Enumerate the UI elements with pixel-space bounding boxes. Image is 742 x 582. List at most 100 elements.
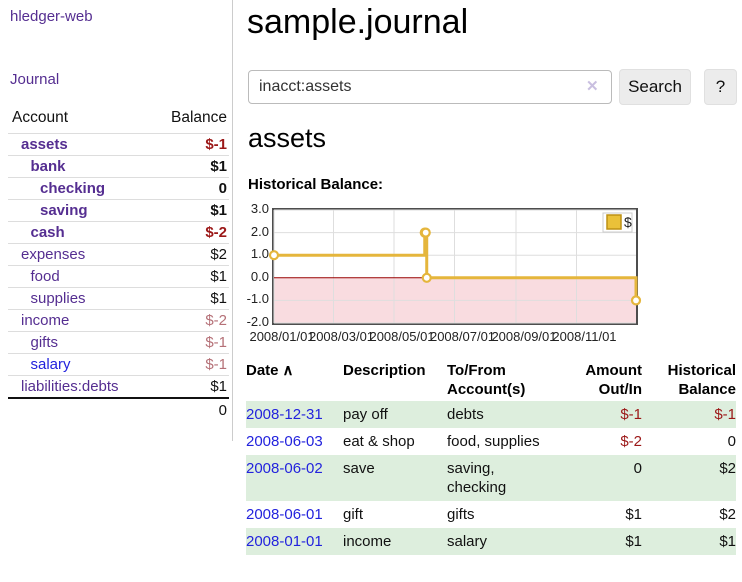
transaction-accounts: gifts <box>447 506 475 523</box>
account-balance: $1 <box>152 265 229 288</box>
account-row: salary $-1 <box>8 353 229 376</box>
amount-column-header: Amount Out/In <box>585 362 642 398</box>
transaction-accounts: food, supplies <box>447 433 540 450</box>
account-row: supplies $1 <box>8 287 229 310</box>
account-row: checking 0 <box>8 177 229 200</box>
account-row: assets $-1 <box>8 133 229 156</box>
register-table-body: 2008-12-31 pay off debts $-1 $-1 2008-06-03 ea… <box>246 401 736 555</box>
sort-ascending-icon: ∧ <box>282 362 294 379</box>
description-column-header: Description <box>343 362 426 379</box>
account-link[interactable]: checking <box>40 180 106 197</box>
transaction-balance: $-1 <box>642 401 736 428</box>
account-balance: $2 <box>152 243 229 266</box>
account-link[interactable]: income <box>21 312 70 329</box>
search-input[interactable] <box>248 70 612 104</box>
account-balance: $1 <box>152 287 229 310</box>
account-column-header: Account <box>8 106 153 134</box>
account-link[interactable]: cash <box>30 224 65 241</box>
register-header-row: Date ∧ Description To/From Account(s) Amo… <box>246 359 736 401</box>
account-link[interactable]: expenses <box>21 246 86 263</box>
account-balance: $1 <box>152 375 229 399</box>
main-content: sample.journal ✕ Search ? assets Histori… <box>233 0 742 582</box>
sidebar-item-journal[interactable]: Journal <box>10 71 60 88</box>
account-balance: $-2 <box>152 221 229 244</box>
page-title: sample.journal <box>247 3 469 41</box>
transaction-row: 2008-12-31 pay off debts $-1 $-1 <box>246 401 736 428</box>
y-axis-tick-label: -1.0 <box>246 291 269 307</box>
account-balance: $-1 <box>152 353 229 376</box>
transaction-accounts: salary <box>447 528 560 555</box>
transaction-amount: 0 <box>560 455 642 501</box>
transaction-description: gift <box>343 506 364 523</box>
y-axis-tick-label: 3.0 <box>250 201 269 216</box>
transaction-date-link[interactable]: 2008-12-31 <box>246 406 323 423</box>
transaction-date-link[interactable]: 2008-01-01 <box>246 533 323 550</box>
accounts-total-row: 0 <box>8 397 229 422</box>
transaction-description: eat & shop <box>343 433 415 450</box>
transaction-date-link[interactable]: 2008-06-01 <box>246 506 323 523</box>
x-axis-tick-label: 2008/09/01 <box>491 329 557 344</box>
transaction-row: 2008-06-02 save saving, checking 0 $2 <box>246 455 736 501</box>
transaction-description: pay off <box>343 401 447 428</box>
accounts-total-balance: 0 <box>152 397 229 422</box>
account-link[interactable]: assets <box>21 136 68 153</box>
transaction-date-link[interactable]: 2008-06-03 <box>246 433 323 450</box>
total-label-cell <box>8 397 153 422</box>
legend-swatch <box>606 214 622 230</box>
account-link[interactable]: bank <box>30 158 66 175</box>
transaction-amount: $-1 <box>560 401 642 428</box>
chart-plot-area: $ <box>268 208 642 325</box>
chart-marker <box>268 250 280 261</box>
account-balance: $-1 <box>152 331 229 354</box>
y-axis-tick-label: 1.0 <box>250 246 269 262</box>
x-axis-tick-label: 2008/11/01 <box>552 329 617 344</box>
account-link[interactable]: gifts <box>30 334 59 351</box>
historical-balance-chart: $ 3.0 2.0 1.0 0.0 -1.0 -2.0 2008/01/01 2008/03/… <box>244 201 674 351</box>
chart-legend: $ <box>602 212 633 233</box>
accounts-table-body: assets $-1 bank $1 checking 0 saving $1 cash $-2 e… <box>8 133 229 399</box>
date-column-header[interactable]: Date ∧ <box>246 359 343 401</box>
transaction-date-link[interactable]: 2008-06-02 <box>246 460 323 477</box>
account-link[interactable]: food <box>30 268 60 285</box>
y-axis-tick-label: 2.0 <box>250 223 269 239</box>
account-balance: $1 <box>152 199 229 222</box>
date-header-label: Date <box>246 362 279 379</box>
account-row: food $1 <box>8 265 229 288</box>
accounts-table: Account Balance assets $-1 bank $1 checking 0… <box>8 106 229 422</box>
account-link[interactable]: liabilities:debts <box>21 378 119 395</box>
transaction-row: 2008-06-01 gift gifts $1 $2 <box>246 501 736 528</box>
transaction-accounts: debts <box>447 401 560 428</box>
account-row: cash $-2 <box>8 221 229 244</box>
accounts-table-header: Account Balance <box>8 106 229 134</box>
search-button[interactable]: Search <box>619 69 691 105</box>
account-link[interactable]: salary <box>30 356 71 373</box>
chart-marker <box>630 295 642 306</box>
transaction-row: 2008-06-03 eat & shop food, supplies $-2 0 <box>246 428 736 455</box>
clear-search-icon[interactable]: ✕ <box>586 78 599 95</box>
account-balance: $1 <box>152 155 229 178</box>
transaction-amount: $1 <box>625 506 642 523</box>
transaction-balance: $2 <box>642 455 736 501</box>
transaction-row: 2008-01-01 income salary $1 $1 <box>246 528 736 555</box>
transaction-balance: $1 <box>642 528 736 555</box>
y-axis-tick-label: 0.0 <box>250 268 269 284</box>
account-link[interactable]: saving <box>40 202 88 219</box>
account-link[interactable]: supplies <box>30 290 86 307</box>
transaction-balance: $2 <box>719 506 736 523</box>
app-brand-link[interactable]: hledger-web <box>10 8 93 25</box>
account-balance: $-2 <box>152 309 229 332</box>
x-axis-tick-label: 2008/03/01 <box>308 329 375 344</box>
account-balance: 0 <box>152 177 229 200</box>
account-page-title: assets <box>248 123 327 153</box>
help-button[interactable]: ? <box>704 69 737 105</box>
legend-label: $ <box>624 214 632 230</box>
transaction-accounts: saving, checking <box>447 455 560 501</box>
chart-marker <box>421 272 432 283</box>
transaction-balance: 0 <box>727 433 736 450</box>
sidebar: hledger-web Journal Account Balance asse… <box>0 0 233 441</box>
balance-chart-svg: $ <box>268 209 642 324</box>
transaction-description: income <box>343 528 447 555</box>
chart-marker <box>420 227 431 238</box>
balance-column-header: Balance <box>152 106 229 134</box>
